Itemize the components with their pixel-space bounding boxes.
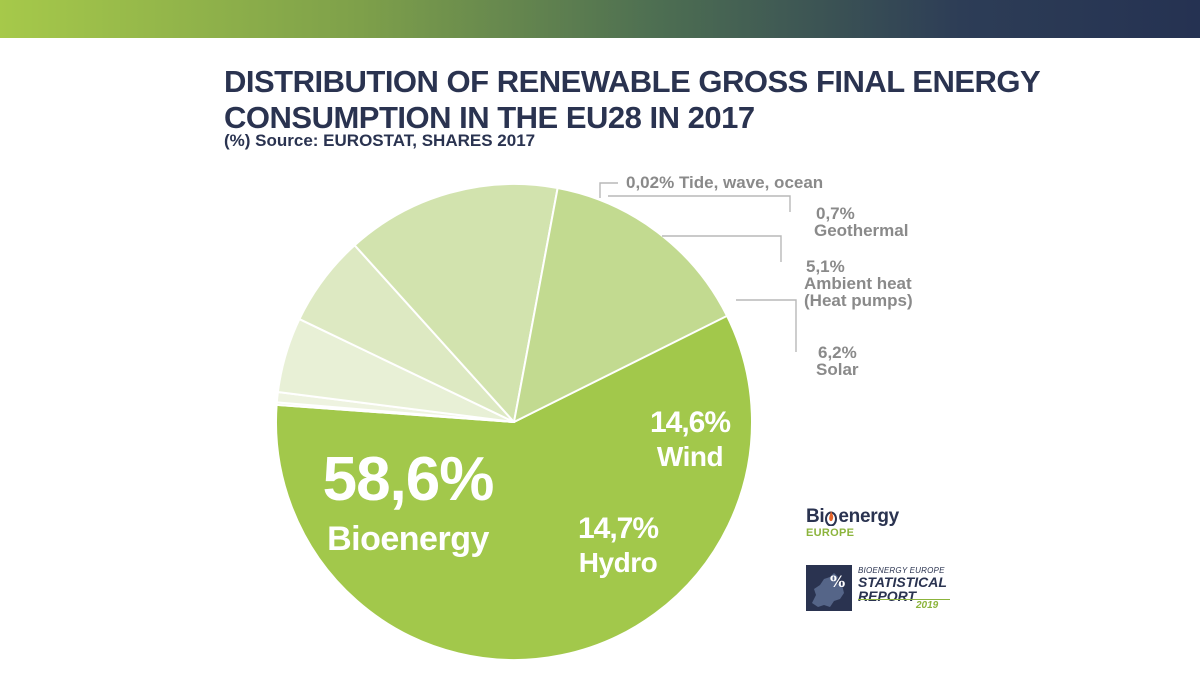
svg-text:%: %: [830, 572, 845, 591]
annotation-tide-wave-ocean: 0,02% Tide, wave, ocean: [626, 173, 823, 192]
slice-name-label-hydro: Hydro: [579, 547, 658, 578]
annotation-name-tide-wave-ocean: Tide, wave, ocean: [679, 173, 823, 192]
slice-name-label-bioenergy: Bioenergy: [327, 520, 489, 558]
report-year-rule: [858, 599, 950, 600]
leader-line-solar: [736, 299, 797, 352]
logo-wordmark: Bi energy: [806, 506, 956, 528]
pie-inside-labels: 58,6% Bioenergy 14,6%Wind 14,7%Hydro: [323, 406, 732, 578]
report-title-line-2: REPORT: [858, 588, 917, 604]
header-gradient-band: [0, 0, 1200, 38]
pie-slices: [275, 183, 753, 661]
slice-value-label-bioenergy: 58,6%: [323, 445, 494, 514]
slice-name-label-wind: Wind: [657, 441, 723, 472]
bioenergy-europe-logo: Bi energy EUROPE: [806, 506, 956, 539]
leader-line-geothermal: [608, 195, 791, 212]
report-brand: BIOENERGY EUROPE: [858, 566, 945, 575]
slice-value-label-wind: 14,6%: [650, 406, 730, 439]
report-text: BIOENERGY EUROPE STATISTICAL REPORT: [858, 566, 956, 603]
annotation-value-solar: 6,2%: [818, 343, 857, 362]
annotation-name-ambient-heat-heat-pumps-line-2: (Heat pumps): [804, 291, 913, 310]
leader-line-tide-wave-ocean: [599, 182, 618, 198]
logo-text-left: Bi: [806, 506, 825, 527]
annotation-value-ambient-heat-heat-pumps: 5,1%: [806, 257, 845, 276]
pie-slice-hydro: [513, 187, 729, 423]
pie-slice-wind: [353, 183, 559, 423]
logo-subtitle: EUROPE: [806, 527, 855, 539]
slice-value-label-hydro: 14,7%: [578, 512, 658, 545]
chart-subtitle: (%) Source: EUROSTAT, SHARES 2017: [224, 131, 536, 150]
annotation-value-geothermal: 0,7%: [816, 204, 855, 223]
pie-slice-bioenergy: [275, 312, 753, 661]
europe-map-icon: %: [806, 565, 852, 611]
leader-line-ambient-heat-heat-pumps: [662, 235, 782, 262]
report-year: 2019: [916, 600, 939, 611]
annotation-name-solar: Solar: [816, 360, 859, 379]
annotation-value-tide-wave-ocean: 0,02%: [626, 173, 679, 192]
annotation-name-ambient-heat-heat-pumps: Ambient heat: [804, 274, 912, 293]
logo-text-right: energy: [838, 506, 899, 527]
flame-icon: [825, 510, 838, 526]
statistical-report-badge: % BIOENERGY EUROPE STATISTICAL REPORT 20…: [806, 565, 956, 613]
pie-outside-annotations: 0,02% Tide, wave, ocean 0,7%Geothermal 5,1…: [599, 173, 913, 379]
annotation-name-geothermal: Geothermal: [814, 221, 908, 240]
report-title-line-1: STATISTICAL: [858, 574, 947, 590]
chart-title: DISTRIBUTION OF RENEWABLE GROSS FINAL EN…: [224, 64, 1040, 135]
